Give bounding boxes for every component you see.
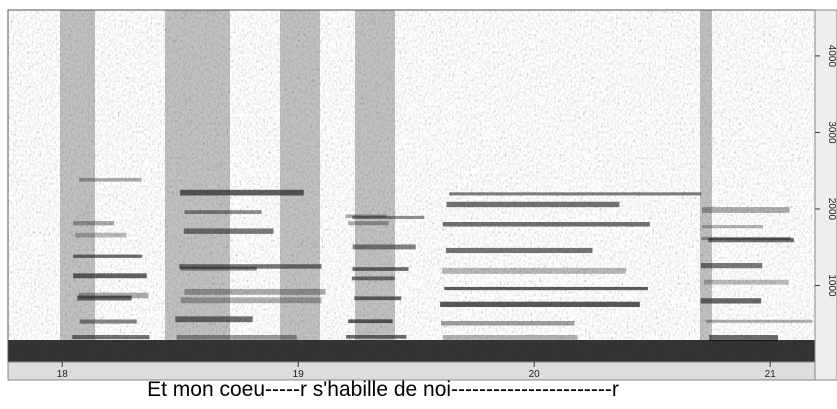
harmonic <box>79 319 137 324</box>
x-tick-label: 21 <box>765 369 777 380</box>
harmonic <box>442 335 578 340</box>
harmonic <box>709 335 779 341</box>
y-tick-label: 4000 <box>826 45 837 68</box>
formant-column <box>280 10 320 340</box>
noise-texture <box>8 10 815 362</box>
harmonic <box>75 232 127 238</box>
axes: 18 19 20 21 1000 2000 3000 4000 <box>57 45 837 380</box>
harmonic <box>345 214 387 218</box>
x-tick-label: 19 <box>293 369 305 380</box>
harmonic <box>77 295 132 301</box>
harmonic <box>73 221 115 226</box>
harmonic <box>72 335 150 340</box>
harmonic <box>352 215 425 219</box>
formant-column <box>60 10 95 340</box>
harmonic <box>444 286 648 291</box>
harmonic <box>79 178 142 182</box>
harmonic <box>180 189 304 196</box>
y-tick-label: 2000 <box>826 198 837 221</box>
harmonic <box>184 288 326 295</box>
harmonic <box>346 335 407 339</box>
harmonic <box>348 221 389 226</box>
formant-column <box>700 10 712 340</box>
y-tick-label: 3000 <box>826 121 837 144</box>
harmonic <box>441 267 626 274</box>
harmonic <box>704 279 789 285</box>
harmonic <box>440 320 575 326</box>
harmonic <box>442 222 650 227</box>
harmonic <box>179 264 322 269</box>
harmonic <box>175 316 253 323</box>
harmonic <box>702 225 764 229</box>
harmonic <box>73 254 143 258</box>
x-tick-label: 18 <box>57 369 69 380</box>
formant-column <box>355 10 395 340</box>
harmonic <box>180 267 257 271</box>
harmonic <box>705 319 813 323</box>
lyrics-caption: Et mon coeu-----r s'habille de noi------… <box>147 378 619 401</box>
harmonic <box>352 244 416 250</box>
low-band <box>8 340 815 362</box>
harmonic <box>700 263 763 269</box>
harmonic <box>354 296 402 301</box>
spectrogram-image <box>8 10 815 362</box>
harmonic <box>445 247 593 254</box>
harmonic <box>183 228 274 234</box>
harmonic <box>184 210 262 214</box>
formant-column <box>165 10 230 340</box>
harmonic <box>73 273 147 279</box>
harmonic <box>449 192 702 196</box>
y-tick-label: 1000 <box>826 274 837 297</box>
harmonic <box>708 237 794 243</box>
harmonic <box>78 292 149 299</box>
harmonic <box>702 207 790 213</box>
harmonic <box>440 301 640 307</box>
harmonic <box>176 335 297 340</box>
harmonic <box>700 298 762 304</box>
harmonic <box>180 297 322 304</box>
harmonic <box>446 201 620 208</box>
harmonic <box>348 319 393 324</box>
y-axis-strip <box>814 9 837 381</box>
harmonic-bands <box>8 10 815 362</box>
harmonic <box>351 276 395 281</box>
harmonic <box>352 267 409 271</box>
x-tick-label: 20 <box>529 369 541 380</box>
